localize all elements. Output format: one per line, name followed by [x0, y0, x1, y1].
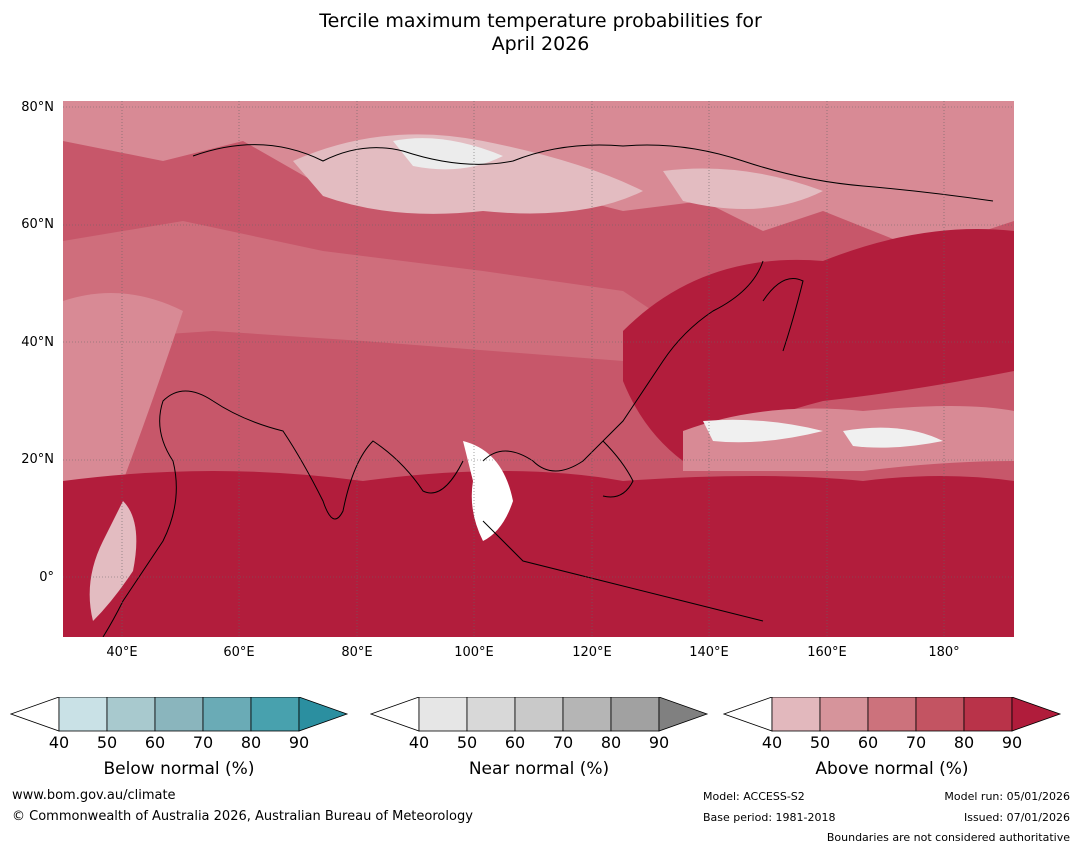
below-tick-50: 50: [96, 733, 118, 752]
indochina-near-normal: [463, 441, 513, 541]
above-tick-70: 70: [905, 733, 927, 752]
siberia-near-normal-patch: [393, 138, 503, 170]
east-siberia-light: [663, 168, 823, 209]
lon-label-160e: 160°E: [807, 645, 847, 660]
lon-label-40e: 40°E: [106, 645, 138, 660]
colorbar-upper-extend: [1011, 697, 1062, 732]
copyright-notice: © Commonwealth of Australia 2026, Austra…: [12, 809, 473, 824]
above-normal-title: Above normal (%): [815, 759, 969, 779]
lat-label-60n: 60°N: [21, 217, 54, 232]
title-line-1: Tercile maximum temperature probabilitie…: [319, 10, 762, 32]
near-normal-title: Near normal (%): [468, 759, 610, 779]
below-tick-90: 90: [288, 733, 310, 752]
colorbar-swatch: [250, 697, 300, 732]
colorbar-swatch: [202, 697, 252, 732]
colorbar-swatch: [514, 697, 564, 732]
base-period: Base period: 1981-2018: [703, 811, 836, 824]
near-tick-60: 60: [504, 733, 526, 752]
near-normal-colorbar: [370, 697, 709, 732]
siberia-light-region: [293, 134, 643, 214]
east-africa-light: [89, 501, 137, 621]
near-tick-50: 50: [456, 733, 478, 752]
bom-url: www.bom.gov.au/climate: [12, 788, 176, 803]
indian-pacific-ocean-region: [63, 471, 1014, 637]
below-normal-colorbar: [10, 697, 349, 732]
map-svg: [63, 101, 1014, 637]
colorbar-swatch: [819, 697, 869, 732]
colorbar-swatch: [610, 697, 660, 732]
near-tick-70: 70: [552, 733, 574, 752]
probability-map: [63, 101, 1014, 637]
below-tick-60: 60: [144, 733, 166, 752]
colorbar-swatch: [418, 697, 468, 732]
colorbar-lower-extend: [10, 697, 60, 732]
colorbar-lower-extend: [370, 697, 420, 732]
title-line-2: April 2026: [491, 33, 590, 55]
above-tick-50: 50: [809, 733, 831, 752]
colorbar-swatch: [915, 697, 965, 732]
lon-label-80e: 80°E: [341, 645, 373, 660]
lat-label-0: 0°: [39, 570, 54, 585]
colorbar-lower-extend: [723, 697, 773, 732]
above-normal-colorbar: [723, 697, 1062, 732]
below-tick-70: 70: [192, 733, 214, 752]
above-tick-40: 40: [761, 733, 783, 752]
near-tick-80: 80: [600, 733, 622, 752]
issued-date: Issued: 07/01/2026: [963, 811, 1070, 824]
pacific-near-normal-patch-2: [843, 427, 943, 448]
model-name: Model: ACCESS-S2: [703, 790, 805, 803]
colorbar-swatch: [562, 697, 612, 732]
colorbar-upper-extend: [298, 697, 349, 732]
colorbar-swatch: [771, 697, 821, 732]
lat-label-80n: 80°N: [21, 100, 54, 115]
near-normal-swatches: [370, 697, 709, 732]
lon-label-120e: 120°E: [572, 645, 612, 660]
colorbar-swatch: [106, 697, 156, 732]
below-tick-40: 40: [48, 733, 70, 752]
boundaries-disclaimer: Boundaries are not considered authoritat…: [826, 831, 1070, 844]
graticule: [63, 101, 1014, 637]
lon-label-180: 180°: [928, 645, 960, 660]
north-pacific-region: [623, 229, 1014, 461]
below-tick-80: 80: [240, 733, 262, 752]
colorbar-swatch: [58, 697, 108, 732]
colorbar-swatch: [963, 697, 1013, 732]
near-tick-90: 90: [648, 733, 670, 752]
colorbar-upper-extend: [658, 697, 709, 732]
colorbar-swatch: [867, 697, 917, 732]
above-tick-80: 80: [953, 733, 975, 752]
lat-label-40n: 40°N: [21, 335, 54, 350]
near-tick-40: 40: [408, 733, 430, 752]
lon-label-140e: 140°E: [689, 645, 729, 660]
model-run-date: Model run: 05/01/2026: [944, 790, 1070, 803]
map-title: Tercile maximum temperature probabilitie…: [0, 10, 1081, 56]
below-normal-title: Below normal (%): [103, 759, 255, 779]
above-normal-swatches: [723, 697, 1062, 732]
above-tick-90: 90: [1001, 733, 1023, 752]
lon-label-100e: 100°E: [454, 645, 494, 660]
central-asia-region: [63, 221, 683, 361]
above-tick-60: 60: [857, 733, 879, 752]
below-normal-swatches: [10, 697, 349, 732]
coastlines: [102, 144, 994, 637]
lon-label-60e: 60°E: [223, 645, 255, 660]
colorbar-swatch: [466, 697, 516, 732]
lat-label-20n: 20°N: [21, 452, 54, 467]
colorbar-swatch: [154, 697, 204, 732]
pacific-near-normal-patch-1: [703, 419, 823, 443]
